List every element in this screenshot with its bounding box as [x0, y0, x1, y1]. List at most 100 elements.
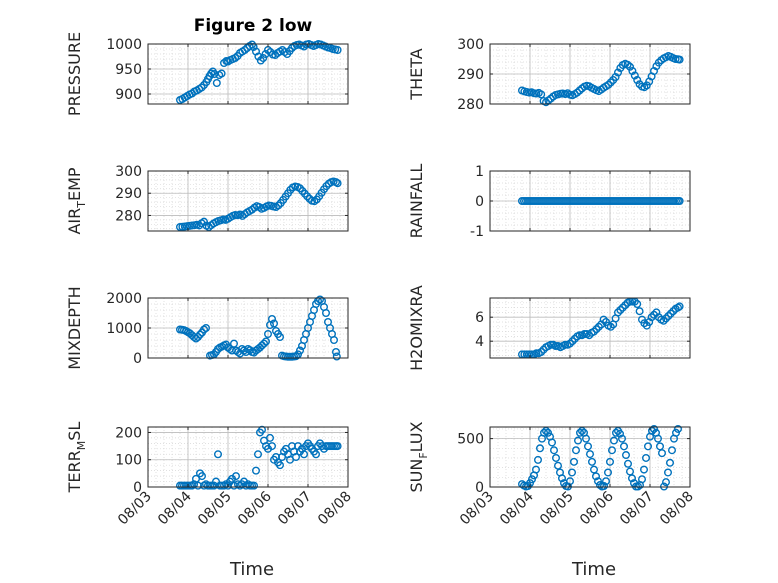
data-point — [322, 182, 331, 191]
data-point — [548, 438, 557, 447]
y-axis-label: AIRTEMP — [65, 167, 88, 234]
data-point — [588, 457, 597, 466]
subplot-mixdepth: 0 1000 2000 MIXDEPTH — [65, 286, 349, 370]
data-point — [253, 450, 262, 459]
data-point — [624, 459, 633, 468]
data-point — [211, 477, 220, 486]
data-point — [333, 46, 342, 55]
data-point — [672, 428, 681, 437]
data-point — [664, 312, 673, 321]
y-axis-label: PRESSURE — [65, 32, 84, 116]
data-point — [594, 477, 603, 486]
data-point — [626, 62, 635, 71]
data-point — [259, 54, 268, 63]
data-point — [231, 472, 240, 481]
data-point — [620, 442, 629, 451]
data-point — [316, 295, 325, 304]
data-point — [590, 465, 599, 474]
data-point — [622, 451, 631, 460]
data-point — [258, 425, 267, 434]
data-point — [537, 90, 546, 99]
axes-box — [489, 297, 691, 359]
data-point — [199, 217, 208, 226]
data-point — [268, 442, 277, 451]
data-point — [578, 426, 587, 435]
y-tick-label: 200 — [115, 425, 142, 441]
data-point — [332, 348, 341, 357]
data-point — [640, 465, 649, 474]
data-point — [570, 457, 579, 466]
y-axis-label: MIXDEPTH — [65, 286, 84, 369]
data-point — [300, 450, 309, 459]
x-tick-label: 08/06 — [235, 488, 275, 528]
data-point — [606, 78, 615, 87]
data-point — [260, 339, 269, 348]
data-point — [628, 474, 637, 483]
data-point — [552, 453, 561, 462]
data-point — [618, 434, 627, 443]
data-point — [674, 424, 683, 433]
y-tick-label: 0 — [475, 480, 484, 496]
data-point — [623, 60, 632, 69]
data-point — [644, 442, 653, 451]
data-point — [540, 428, 549, 437]
data-point — [626, 467, 635, 476]
data-point — [312, 450, 321, 459]
data-point — [550, 446, 559, 455]
data-point — [584, 442, 593, 451]
data-point — [650, 424, 659, 433]
data-point — [270, 319, 279, 328]
data-point — [217, 69, 226, 78]
data-point — [197, 83, 206, 92]
data-point — [614, 68, 623, 77]
x-axis-label-left: Time — [229, 559, 274, 580]
x-axis-label-right: Time — [571, 559, 616, 580]
x-tick-label: 08/05 — [195, 489, 235, 529]
x-tick-label: 08/05 — [537, 489, 577, 529]
data-point — [332, 352, 341, 361]
data-point — [616, 429, 625, 438]
data-point — [675, 196, 684, 205]
data-point — [654, 434, 663, 443]
data-point — [303, 192, 312, 201]
data-point — [575, 86, 584, 95]
data-point — [658, 449, 667, 458]
data-point — [664, 468, 673, 477]
data-point — [292, 453, 301, 462]
axes-box — [147, 170, 349, 232]
y-tick-label: 2000 — [106, 291, 142, 307]
data-point — [197, 472, 206, 481]
y-tick-label: 950 — [115, 62, 142, 78]
data-point — [566, 339, 575, 348]
x-tick-label: 08/07 — [275, 489, 315, 529]
data-point — [251, 466, 260, 475]
data-point — [276, 461, 285, 470]
data-point — [536, 444, 545, 453]
data-point — [544, 428, 553, 437]
axes-box — [489, 426, 691, 488]
data-point — [654, 58, 663, 67]
figure-title: Figure 2 low — [194, 16, 313, 36]
y-tick-label: 1000 — [106, 321, 142, 337]
data-point — [666, 309, 675, 318]
data-point — [574, 436, 583, 445]
y-tick-label: 1000 — [106, 37, 142, 53]
y-tick-label: 290 — [457, 67, 484, 83]
data-point — [537, 348, 546, 357]
data-point — [640, 319, 649, 328]
data-point — [296, 346, 305, 355]
data-point — [642, 453, 651, 462]
y-tick-label: 100 — [115, 453, 142, 469]
data-point — [606, 322, 615, 331]
y-tick-label: 0 — [133, 351, 142, 367]
data-point — [262, 337, 271, 346]
data-point — [612, 428, 621, 437]
data-point — [604, 80, 613, 89]
data-point — [662, 478, 671, 487]
data-point — [292, 352, 301, 361]
data-point — [668, 446, 677, 455]
y-axis-label: THETA — [407, 48, 426, 100]
data-point — [590, 327, 599, 336]
